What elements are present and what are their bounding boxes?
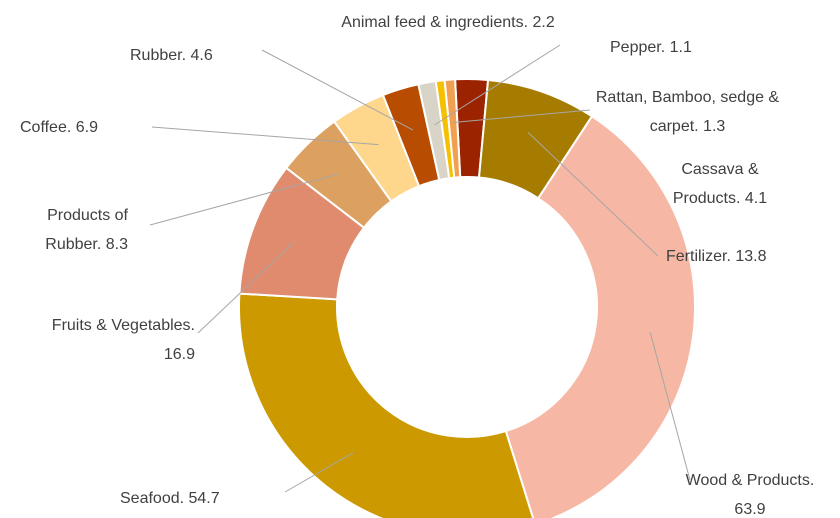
value-label: 8.3: [105, 236, 128, 253]
value-label: 54.7: [188, 490, 220, 507]
leader-line: [197, 241, 295, 334]
data-label: Rubber. 4.6: [130, 41, 260, 70]
value-label: 63.9: [734, 501, 766, 518]
value-label: 13.8: [735, 248, 767, 265]
data-label: Pepper. 1.1: [610, 33, 740, 62]
data-label: Animal feed & ingredients. 2.2: [318, 8, 578, 37]
label-separator: .: [96, 236, 106, 253]
category-name: Wood & Products: [685, 472, 810, 489]
label-separator: .: [694, 118, 704, 135]
category-name: Products of Rubber: [45, 207, 128, 253]
label-separator: .: [660, 39, 670, 56]
category-name: Cassava & Products: [672, 161, 759, 207]
data-label: Wood & Products. 63.9: [680, 466, 820, 518]
leader-line: [434, 44, 561, 126]
leader-line: [527, 132, 659, 257]
data-label: Fertilizer. 13.8: [666, 242, 806, 271]
label-separator: .: [179, 490, 189, 507]
data-label: Seafood. 54.7: [120, 484, 280, 513]
category-name: Pepper: [610, 39, 661, 56]
label-separator: .: [523, 14, 533, 31]
value-label: 6.9: [75, 119, 98, 136]
leader-line: [149, 173, 339, 226]
data-label: Coffee. 6.9: [20, 113, 150, 142]
leader-line: [151, 126, 379, 146]
donut-slice: [443, 78, 462, 179]
category-name: Seafood: [120, 490, 180, 507]
leader-line: [649, 332, 691, 481]
leader-line: [261, 49, 414, 131]
donut-slice: [238, 292, 535, 518]
category-name: Coffee: [20, 119, 67, 136]
data-label: Cassava & Products. 4.1: [655, 155, 785, 213]
value-label: 16.9: [163, 346, 195, 363]
leader-line: [284, 452, 354, 493]
value-label: 4.6: [190, 47, 213, 64]
label-separator: .: [726, 248, 736, 265]
value-label: 4.1: [744, 190, 768, 207]
data-label: Products of Rubber. 8.3: [0, 201, 128, 259]
category-name: Animal feed & ingredients: [341, 14, 524, 31]
value-label: 1.3: [703, 118, 726, 135]
category-name: Fruits & Vegetables: [51, 317, 191, 334]
category-name: Fertilizer: [666, 248, 727, 265]
donut-slice: [504, 114, 697, 518]
label-separator: .: [181, 47, 191, 64]
label-separator: .: [809, 472, 819, 489]
leader-line: [453, 109, 591, 124]
label-separator: .: [66, 119, 76, 136]
data-label: Fruits & Vegetables. 16.9: [20, 311, 195, 369]
label-separator: .: [190, 317, 200, 334]
category-name: Rubber: [130, 47, 182, 64]
category-name: Rattan, Bamboo, sedge & carpet: [595, 89, 780, 135]
value-label: 2.2: [532, 14, 555, 31]
label-separator: .: [736, 190, 745, 207]
data-label: Rattan, Bamboo, sedge & carpet. 1.3: [590, 83, 785, 141]
value-label: 1.1: [669, 39, 692, 56]
